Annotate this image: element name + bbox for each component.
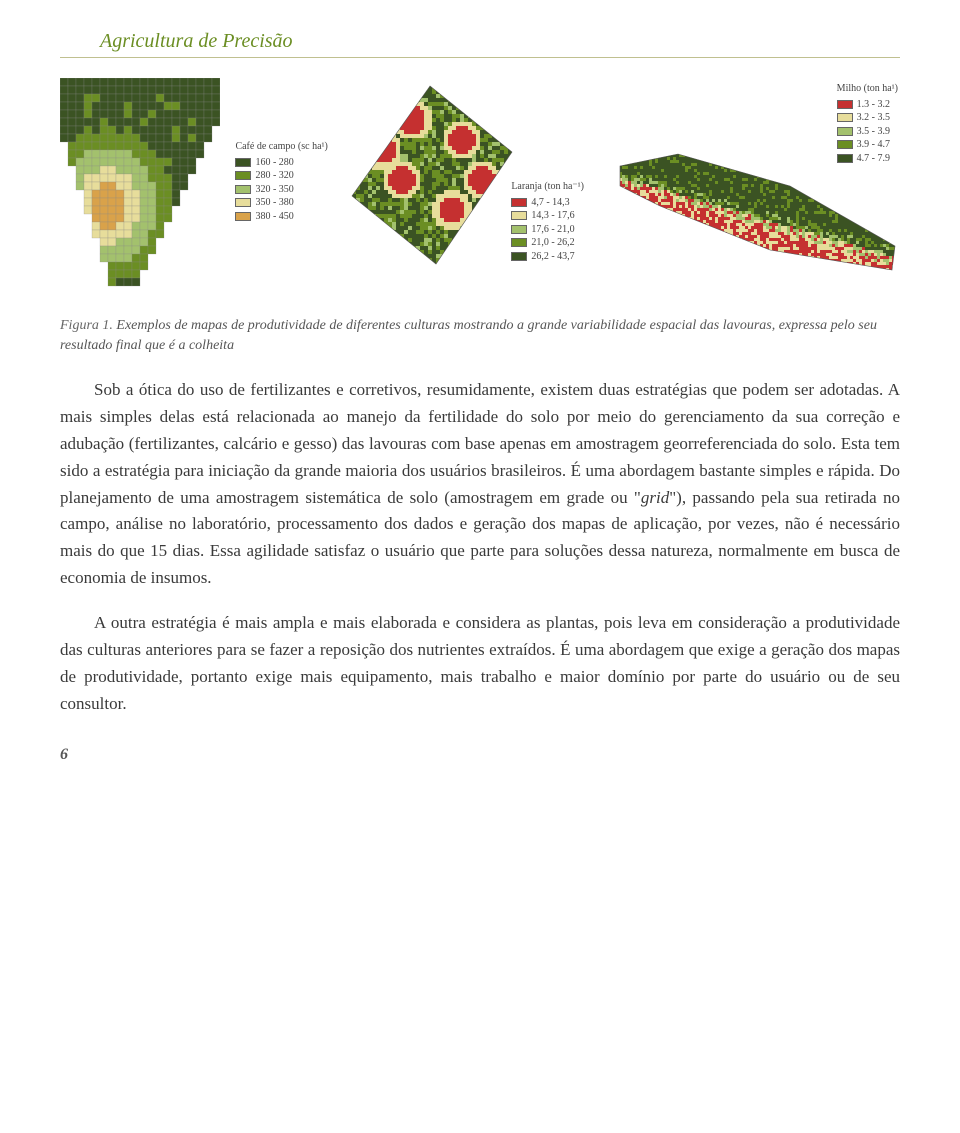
map-cafe-svg	[60, 78, 220, 288]
legend-swatch	[235, 198, 251, 207]
legend-swatch	[235, 158, 251, 167]
legend-swatch	[837, 113, 853, 122]
legend-row: 3.5 - 3.9	[837, 125, 898, 139]
legend-label: 350 - 380	[255, 196, 293, 210]
legend-swatch	[511, 225, 527, 234]
legend-cafe-title: Café de campo (sc ha¹)	[235, 140, 327, 154]
legend-laranja: Laranja (ton ha⁻¹) 4,7 - 14,314,3 - 17,6…	[511, 180, 584, 263]
legend-row: 3.9 - 4.7	[837, 138, 898, 152]
legend-swatch	[837, 127, 853, 136]
legend-row: 17,6 - 21,0	[511, 223, 584, 237]
legend-label: 4.7 - 7.9	[857, 152, 890, 166]
figure-caption-text: Exemplos de mapas de produtividade de di…	[60, 318, 877, 353]
legend-row: 4.7 - 7.9	[837, 152, 898, 166]
legend-milho: Milho (ton ha¹) 1.3 - 3.23.2 - 3.53.5 - …	[837, 82, 898, 165]
legend-swatch	[837, 100, 853, 109]
legend-swatch	[235, 212, 251, 221]
legend-label: 17,6 - 21,0	[531, 223, 574, 237]
legend-label: 280 - 320	[255, 169, 293, 183]
legend-swatch	[837, 154, 853, 163]
legend-label: 3.5 - 3.9	[857, 125, 890, 139]
legend-row: 4,7 - 14,3	[511, 196, 584, 210]
legend-label: 1.3 - 3.2	[857, 98, 890, 112]
paragraph-1: Sob a ótica do uso de fertilizantes e co…	[60, 377, 900, 592]
legend-label: 320 - 350	[255, 183, 293, 197]
map-laranja: Laranja (ton ha⁻¹) 4,7 - 14,314,3 - 17,6…	[340, 78, 602, 288]
page-number: 6	[60, 746, 900, 764]
legend-milho-title: Milho (ton ha¹)	[837, 82, 898, 96]
legend-swatch	[511, 252, 527, 261]
legend-label: 4,7 - 14,3	[531, 196, 569, 210]
legend-row: 14,3 - 17,6	[511, 209, 584, 223]
header-rule	[305, 57, 900, 58]
legend-label: 3.2 - 3.5	[857, 111, 890, 125]
map-milho: Milho (ton ha¹) 1.3 - 3.23.2 - 3.53.5 - …	[610, 78, 900, 288]
legend-label: 21,0 - 26,2	[531, 236, 574, 250]
legend-row: 26,2 - 43,7	[511, 250, 584, 264]
figure-caption: Figura 1. Exemplos de mapas de produtivi…	[60, 316, 900, 355]
legend-row: 350 - 380	[235, 196, 327, 210]
legend-label: 26,2 - 43,7	[531, 250, 574, 264]
map-cafe: Café de campo (sc ha¹) 160 - 280280 - 32…	[60, 78, 332, 288]
legend-row: 280 - 320	[235, 169, 327, 183]
figure-label: Figura 1.	[60, 318, 113, 333]
legend-label: 3.9 - 4.7	[857, 138, 890, 152]
legend-swatch	[235, 171, 251, 180]
legend-row: 160 - 280	[235, 156, 327, 170]
map-laranja-svg	[340, 78, 520, 278]
legend-swatch	[511, 198, 527, 207]
legend-label: 160 - 280	[255, 156, 293, 170]
legend-row: 320 - 350	[235, 183, 327, 197]
section-title: Agricultura de Precisão	[60, 30, 305, 58]
legend-cafe: Café de campo (sc ha¹) 160 - 280280 - 32…	[235, 140, 327, 223]
legend-swatch	[511, 211, 527, 220]
p1-grid-italic: grid	[641, 488, 669, 507]
legend-swatch	[837, 140, 853, 149]
legend-label: 380 - 450	[255, 210, 293, 224]
legend-row: 3.2 - 3.5	[837, 111, 898, 125]
legend-laranja-title: Laranja (ton ha⁻¹)	[511, 180, 584, 194]
figure-maps-row: Café de campo (sc ha¹) 160 - 280280 - 32…	[60, 78, 900, 288]
body-text: Sob a ótica do uso de fertilizantes e co…	[60, 377, 900, 717]
legend-swatch	[511, 238, 527, 247]
legend-row: 21,0 - 26,2	[511, 236, 584, 250]
legend-row: 380 - 450	[235, 210, 327, 224]
paragraph-2: A outra estratégia é mais ampla e mais e…	[60, 610, 900, 717]
section-header: Agricultura de Precisão	[60, 30, 900, 58]
legend-swatch	[235, 185, 251, 194]
legend-row: 1.3 - 3.2	[837, 98, 898, 112]
legend-label: 14,3 - 17,6	[531, 209, 574, 223]
